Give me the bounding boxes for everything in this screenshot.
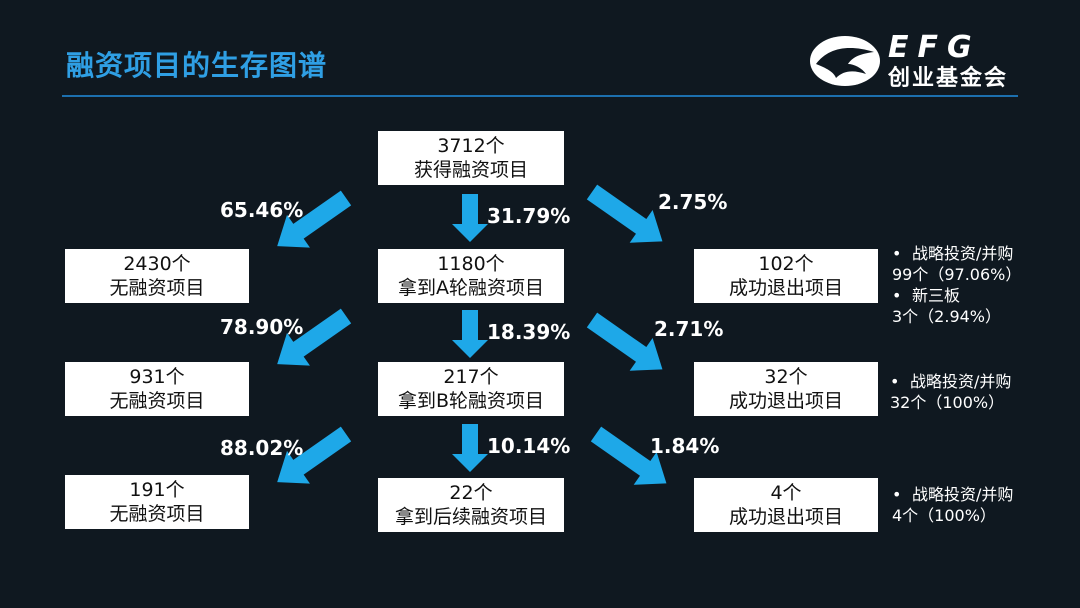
note-item: • 战略投资/并购 <box>892 244 1014 263</box>
box-label: 成功退出项目 <box>728 390 843 412</box>
box-count: 931个 <box>129 366 185 388</box>
box-exit-row2: 32个 成功退出项目 <box>694 362 878 416</box>
note-detail: 99个（97.06%） <box>892 265 1022 284</box>
box-later-rounds: 22个 拿到后续融资项目 <box>378 478 564 532</box>
box-count: 1180个 <box>437 253 505 275</box>
box-label: 获得融资项目 <box>413 159 528 181</box>
box-count: 3712个 <box>437 135 505 157</box>
pct-left-row1: 65.46% <box>220 198 304 222</box>
exit-breakdown-row2: • 战略投资/并购 32个（100%） <box>890 371 1011 413</box>
arrow-left-row1 <box>277 190 352 248</box>
arrow-left-row3 <box>277 426 352 484</box>
exit-breakdown-row1: • 战略投资/并购 99个（97.06%） • 新三板 3个（2.94%） <box>892 243 1021 327</box>
box-count: 4个 <box>770 482 802 504</box>
exit-breakdown-row3: • 战略投资/并购 4个（100%） <box>892 484 1013 526</box>
box-label: 成功退出项目 <box>728 506 843 528</box>
note-item: • 战略投资/并购 <box>892 485 1014 504</box>
box-exit-row3: 4个 成功退出项目 <box>694 478 878 532</box>
note-detail: 32个（100%） <box>890 393 1005 412</box>
box-label: 成功退出项目 <box>728 277 843 299</box>
slide-title: 融资项目的生存图谱 <box>66 49 328 82</box>
box-no-funding-row1: 2430个 无融资项目 <box>65 249 249 303</box>
box-no-funding-row2: 931个 无融资项目 <box>65 362 249 416</box>
box-count: 191个 <box>129 479 185 501</box>
box-label: 无融资项目 <box>109 390 205 412</box>
box-label: 拿到A轮融资项目 <box>398 277 544 299</box>
box-funded-projects: 3712个 获得融资项目 <box>378 131 564 185</box>
box-count: 217个 <box>443 366 499 388</box>
pct-right-row1: 2.75% <box>658 190 728 214</box>
arrow-down-row1 <box>452 194 488 242</box>
efg-logo: EFG 创业基金会 <box>808 30 1028 91</box>
pct-center-row3: 10.14% <box>487 434 571 458</box>
box-label: 无融资项目 <box>109 277 205 299</box>
eagle-logo-icon <box>810 36 880 86</box>
box-label: 拿到后续融资项目 <box>394 506 547 528</box>
note-detail: 3个（2.94%） <box>892 307 1002 326</box>
arrow-down-row2 <box>452 310 488 358</box>
logo-text-en: EFG <box>888 30 981 65</box>
box-count: 2430个 <box>123 253 191 275</box>
arrow-left-row2 <box>277 308 352 366</box>
box-round-a: 1180个 拿到A轮融资项目 <box>378 249 564 303</box>
logo-text-cn: 创业基金会 <box>888 66 1009 91</box>
pct-left-row3: 88.02% <box>220 436 304 460</box>
box-exit-row1: 102个 成功退出项目 <box>694 249 878 303</box>
pct-center-row1: 31.79% <box>487 204 571 228</box>
box-round-b: 217个 拿到B轮融资项目 <box>378 362 564 416</box>
box-count: 22个 <box>449 482 493 504</box>
arrow-right-row2 <box>586 312 663 371</box>
arrow-down-row3 <box>452 424 488 472</box>
title-divider <box>62 95 1018 97</box>
pct-right-row2: 2.71% <box>654 317 724 341</box>
box-count: 102个 <box>758 253 814 275</box>
arrow-right-row1 <box>586 184 663 243</box>
box-label: 拿到B轮融资项目 <box>397 390 545 412</box>
pct-left-row2: 78.90% <box>220 315 304 339</box>
box-count: 32个 <box>764 366 808 388</box>
box-no-funding-row3: 191个 无融资项目 <box>65 475 249 529</box>
pct-center-row2: 18.39% <box>487 320 571 344</box>
pct-right-row3: 1.84% <box>650 434 720 458</box>
note-item: • 新三板 <box>892 286 961 305</box>
arrow-right-row3 <box>590 426 667 485</box>
box-label: 无融资项目 <box>109 503 205 525</box>
note-detail: 4个（100%） <box>892 506 996 525</box>
note-item: • 战略投资/并购 <box>890 372 1012 391</box>
